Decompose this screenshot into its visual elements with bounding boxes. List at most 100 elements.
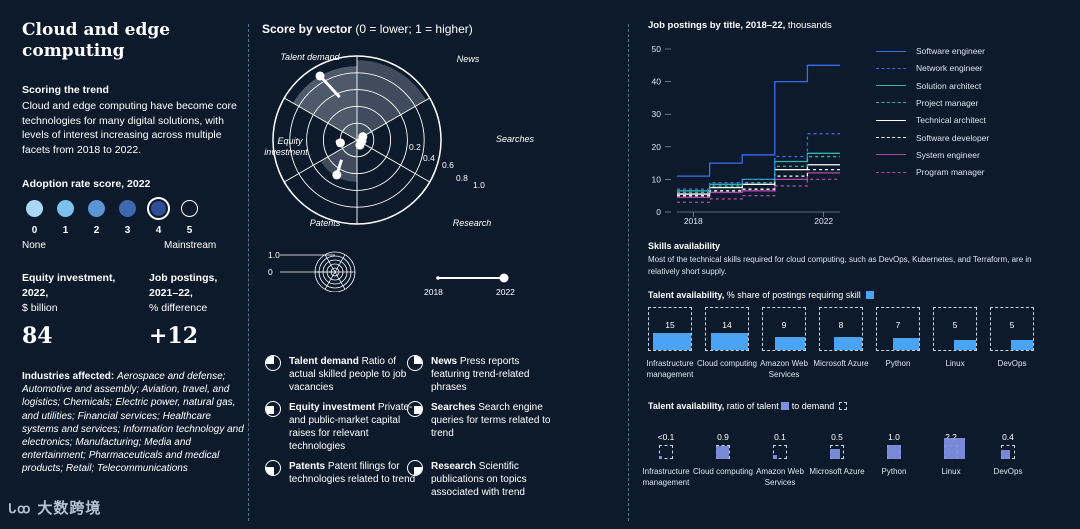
ratio-value-6: 0.4: [1002, 432, 1014, 442]
ratio-category-2: Amazon Web Services: [756, 467, 804, 487]
series-line-solution-architect: [677, 152, 840, 192]
share-box-2: 9: [762, 307, 806, 351]
radar-point-2022-5: [335, 138, 345, 148]
vector-item-0: Talent demand Ratio of actual skilled pe…: [265, 355, 419, 394]
vector-icon-wedge: [266, 467, 274, 475]
ratio-talent-box-2: [773, 454, 778, 459]
ratio-demand-swatch: [838, 402, 847, 410]
share-value-3: 8: [838, 320, 844, 330]
vector-item-name: Searches: [431, 402, 476, 413]
adoption-level-5: 5: [186, 225, 193, 236]
vector-news-icon: [407, 355, 423, 371]
vector-title-bold: Score by vector: [262, 22, 353, 36]
share-box-1: 14: [705, 307, 749, 351]
legend-label: Technical architect: [916, 115, 986, 126]
radar-chart: 0.20.4 0.60.8 1.0 Talent demand News Searches…: [264, 52, 535, 228]
vector-item-name: Equity investment: [289, 402, 376, 413]
ratio-category-4: Python: [881, 467, 907, 476]
year-slider[interactable]: 2018 2022: [420, 270, 530, 300]
share-title-rest: % share of postings requiring skill: [724, 290, 861, 300]
radar-trend-line-0: [318, 74, 341, 99]
vector-item-4: Patents Patent filings for technologies …: [265, 460, 419, 486]
ratio-category-3: Microsoft Azure: [809, 467, 865, 476]
radar-point-2022-3: [355, 140, 365, 150]
adoption-circle-1: [57, 200, 74, 217]
vector-item-2: Equity investment Private- and public-ma…: [265, 401, 419, 453]
legend-spoke-2: [324, 271, 336, 290]
slider-year-1: 2022: [496, 287, 515, 297]
legend-item-5: Software developer: [876, 133, 989, 143]
industries-label: Industries affected:: [22, 371, 115, 382]
share-bar-5: [954, 340, 976, 350]
legend-label: Software developer: [916, 132, 990, 143]
x-tick-label-1: 2022: [814, 216, 833, 226]
adoption-circle-5: [181, 200, 198, 217]
series-line-software-engineer: [677, 64, 840, 177]
radar-spoke-1: [356, 97, 430, 141]
industries-text: Aerospace and defense; Automotive and as…: [22, 371, 244, 475]
jobs-chart-title-bold: Job postings by title, 2018–22,: [648, 20, 786, 31]
share-category-5: Linux: [945, 359, 965, 368]
ratio-category-1: Cloud computing: [692, 467, 754, 476]
radar-axis-label-equity-2: investment: [264, 147, 308, 157]
y-tick-label-4: 40: [652, 77, 662, 87]
ratio-talent-box-0: [659, 455, 663, 459]
job-postings-line-chart: 0 10 20 30 40 50 2018 2022: [652, 44, 840, 226]
ratio-talent-box-4: [887, 445, 901, 459]
vector-item-desc: Ratio of actual skilled people to job va…: [289, 356, 407, 393]
share-title: Talent availability, % share of postings…: [648, 290, 875, 300]
adoption-heading: Adoption rate score, 2022: [22, 178, 151, 190]
vector-icon-wedge: [266, 406, 274, 414]
radar-spoke-5: [284, 97, 358, 141]
ratio-title-bold: Talent availability,: [648, 401, 725, 411]
y-tick-label-2: 20: [652, 142, 662, 152]
y-tick-label-0: 0: [656, 207, 661, 217]
ratio-category-5: Linux: [941, 467, 961, 476]
ratio-value-2: 0.1: [774, 432, 786, 442]
share-value-6: 5: [1009, 320, 1015, 330]
share-category-0: Infrastructure management: [646, 359, 694, 379]
legend-swatch: [876, 154, 906, 156]
jobs-value: +12: [149, 323, 199, 349]
share-value-2: 9: [781, 320, 787, 330]
legend-item-0: Software engineer: [876, 46, 985, 56]
adoption-level-4: 4: [155, 225, 162, 236]
share-category-4: Python: [885, 359, 911, 368]
share-box-3: 8: [819, 307, 863, 351]
y-tick-label-3: 30: [652, 109, 662, 119]
radar-legend: 1.00: [268, 250, 356, 292]
ratio-category-6: DevOps: [993, 467, 1023, 476]
equity-value: 84: [22, 323, 53, 349]
series-line-project-manager: [677, 155, 840, 194]
watermark: ᒐꝏ 大数跨境: [8, 497, 101, 518]
vector-item-desc: Press reports featuring trend-related ph…: [431, 356, 530, 393]
share-bar-6: [1011, 340, 1033, 350]
vector-item-desc: Search engine queries for terms related …: [431, 402, 551, 439]
page-title: Cloud and edge computing: [22, 20, 171, 61]
scoring-heading: Scoring the trend: [22, 84, 109, 96]
vector-item-name: Research: [431, 461, 477, 472]
slider-start-dot: [436, 276, 440, 280]
ratio-value-1: 0.9: [717, 432, 729, 442]
ratio-value-4: 1.0: [888, 432, 900, 442]
share-box-4: 7: [876, 307, 920, 351]
legend-label: Software engineer: [916, 46, 985, 56]
ratio-category-0: Infrastructure management: [642, 467, 690, 487]
radar-axis-label-2: Searches: [496, 134, 535, 144]
radar-sector-news-area: [357, 60, 427, 141]
slider-handle: [499, 273, 509, 283]
vector-equity-investment-icon: [265, 401, 281, 417]
share-box-6: 5: [990, 307, 1034, 351]
legend-label: Solution architect: [916, 80, 982, 91]
legend-swatch: [876, 119, 906, 121]
legend-label: Network engineer: [916, 63, 983, 74]
slider-year-0: 2018: [424, 287, 443, 297]
radar-axis-label-3: Research: [453, 218, 492, 228]
radar-ring-label-2: 0.6: [442, 160, 454, 170]
share-bar-4: [892, 338, 919, 350]
vector-searches-icon: [407, 401, 423, 417]
share-category-2: Amazon Web Services: [760, 359, 808, 379]
jobs-chart-title-unit: thousands: [785, 20, 832, 31]
vector-item-name: Talent demand: [289, 356, 359, 367]
series-line-network-engineer: [677, 133, 840, 190]
